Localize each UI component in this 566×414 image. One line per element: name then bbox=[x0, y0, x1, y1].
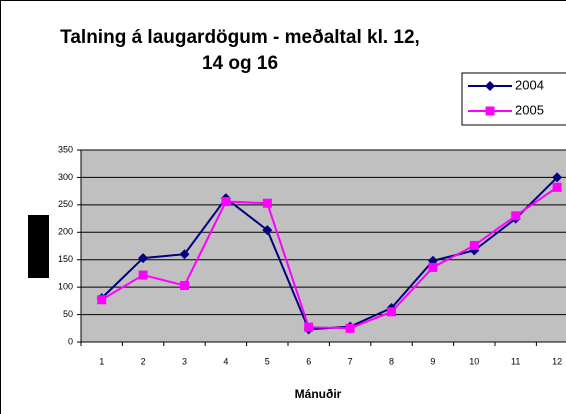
x-tick-label: 11 bbox=[511, 356, 520, 366]
y-axis-label-box bbox=[28, 215, 49, 278]
y-tick-label: 100 bbox=[58, 282, 73, 292]
marker bbox=[179, 249, 190, 260]
marker bbox=[138, 253, 149, 264]
marker bbox=[552, 182, 562, 192]
legend-box bbox=[461, 72, 566, 126]
marker bbox=[97, 295, 107, 305]
x-tick-label: 12 bbox=[552, 356, 562, 366]
marker bbox=[511, 211, 521, 221]
x-tick-label: 5 bbox=[265, 356, 270, 366]
marker bbox=[304, 322, 314, 332]
y-tick-label: 350 bbox=[58, 144, 73, 154]
y-tick-label: 150 bbox=[58, 254, 73, 264]
marker bbox=[552, 172, 563, 183]
marker bbox=[345, 323, 355, 333]
marker bbox=[387, 307, 396, 317]
marker bbox=[485, 81, 495, 91]
marker bbox=[262, 198, 272, 208]
y-tick-label: 250 bbox=[58, 199, 73, 209]
legend-label: 2004 bbox=[515, 77, 544, 92]
x-tick-label: 8 bbox=[389, 356, 394, 366]
x-tick-label: 4 bbox=[223, 356, 228, 366]
y-tick-label: 200 bbox=[58, 227, 73, 237]
line bbox=[101, 186, 558, 330]
marker bbox=[262, 225, 273, 236]
x-tick-label: 6 bbox=[306, 356, 311, 366]
marker bbox=[180, 280, 189, 290]
x-tick-label: 2 bbox=[141, 356, 146, 366]
x-axis-label: Mánuðir bbox=[295, 387, 342, 401]
x-tick-label: 10 bbox=[469, 356, 479, 366]
chart-title: Talning á laugardögum - meðaltal kl. 12, bbox=[60, 27, 420, 48]
marker bbox=[428, 262, 438, 272]
y-tick-label: 300 bbox=[58, 172, 73, 182]
x-tick-label: 3 bbox=[182, 356, 187, 366]
plot-area bbox=[81, 150, 566, 342]
marker bbox=[469, 240, 479, 250]
chart-title: 14 og 16 bbox=[202, 53, 278, 74]
marker bbox=[221, 197, 231, 207]
legend-label: 2005 bbox=[515, 102, 544, 117]
marker bbox=[138, 270, 148, 280]
y-tick-label: 50 bbox=[63, 309, 73, 319]
x-tick-label: 9 bbox=[430, 356, 435, 366]
x-tick-label: 7 bbox=[348, 356, 353, 366]
y-tick-label: 0 bbox=[68, 336, 73, 346]
x-tick-label: 1 bbox=[99, 356, 104, 366]
marker bbox=[485, 106, 495, 116]
